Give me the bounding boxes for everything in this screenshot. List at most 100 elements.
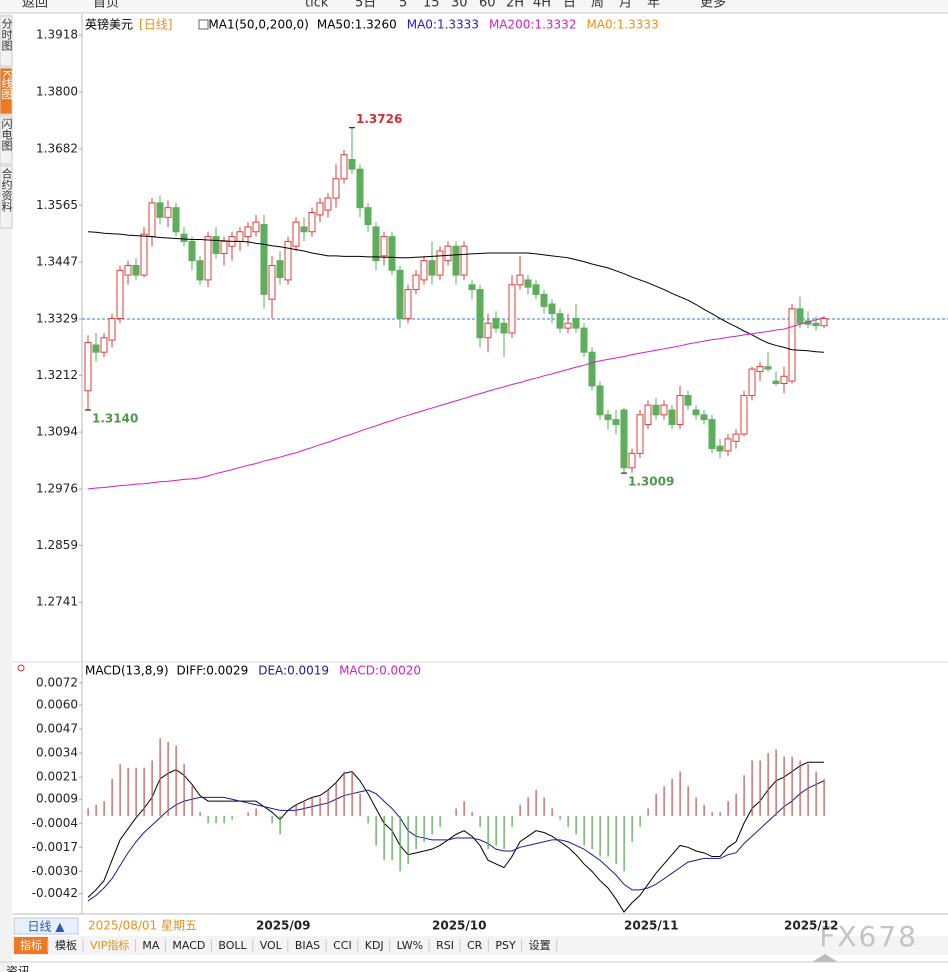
- candle-body: [364, 207, 372, 226]
- watermark: FX678: [819, 920, 918, 953]
- macd-bar: [727, 801, 729, 816]
- tab-bg: [461, 937, 489, 954]
- toolbar-button[interactable]: 60: [479, 0, 496, 11]
- y-tick-label: -0.0042: [32, 886, 78, 900]
- candle-body: [476, 289, 484, 339]
- tab[interactable]: VOL: [260, 939, 283, 952]
- candle-body: [260, 224, 268, 295]
- tab[interactable]: MACD: [172, 939, 205, 952]
- tab[interactable]: 设置: [529, 939, 551, 952]
- macd-bar: [95, 804, 97, 816]
- candle-body: [236, 231, 244, 242]
- candle-body: [348, 159, 356, 170]
- candle-body: [404, 289, 412, 319]
- candle-body: [92, 344, 100, 353]
- candle-body: [620, 409, 628, 469]
- x-tick-label: 2025/12: [784, 919, 838, 933]
- tab[interactable]: 模板: [55, 938, 77, 952]
- candle-body: [532, 284, 540, 295]
- macd-bar: [199, 812, 201, 816]
- tab[interactable]: RSI: [436, 939, 454, 952]
- toolbar-button[interactable]: 首页: [93, 0, 119, 11]
- candle-body: [156, 202, 164, 218]
- tab[interactable]: MA: [142, 939, 159, 952]
- toolbar-button[interactable]: 更多: [700, 0, 726, 11]
- macd-bar: [535, 790, 537, 816]
- candle-body: [420, 260, 428, 281]
- tab[interactable]: VIP指标: [90, 938, 129, 952]
- macd-bar: [695, 797, 697, 816]
- candle-body: [540, 293, 548, 307]
- macd-bar: [167, 741, 169, 816]
- sidebar-tab[interactable]: 分时图: [0, 18, 13, 52]
- indicator-icon: [17, 664, 25, 672]
- tab[interactable]: PSY: [495, 939, 516, 952]
- toolbar-button[interactable]: 15: [423, 0, 440, 11]
- macd-bar: [807, 764, 809, 816]
- candle-body: [340, 154, 348, 180]
- tab[interactable]: 指标: [20, 938, 42, 952]
- y-tick-label: 1.3565: [36, 198, 78, 212]
- sidebar-tab-bg: [0, 15, 13, 67]
- tab[interactable]: KDJ: [365, 939, 384, 952]
- candle-body: [820, 317, 828, 327]
- macd-bar: [759, 760, 761, 816]
- period-button-bg[interactable]: [13, 917, 79, 935]
- macd-bar: [279, 815, 281, 835]
- candle-body: [332, 178, 340, 199]
- macd-bar: [175, 745, 177, 816]
- scroll-handle: [812, 954, 838, 962]
- tab[interactable]: CCI: [333, 939, 352, 952]
- tab[interactable]: LW%: [397, 939, 423, 952]
- candle-body: [508, 284, 516, 334]
- period-button[interactable]: 日线 ▲: [27, 920, 65, 934]
- candle-body: [460, 245, 468, 276]
- candle-body: [500, 322, 508, 334]
- toolbar-button[interactable]: tick: [305, 0, 329, 11]
- y-tick-label: 1.3212: [36, 368, 78, 382]
- tab[interactable]: CR: [467, 939, 483, 952]
- toolbar-button[interactable]: 年: [647, 0, 660, 11]
- sidebar-tab[interactable]: K线图: [0, 70, 13, 100]
- macd-bar: [295, 804, 297, 816]
- macd-bar: [111, 778, 113, 816]
- macd-bar: [615, 815, 617, 864]
- macd-bar: [639, 815, 641, 827]
- candle-body: [212, 236, 220, 254]
- sidebar-tab[interactable]: 合约资料: [0, 167, 13, 213]
- y-tick-label: -0.0017: [32, 840, 78, 854]
- tab-bg: [136, 937, 166, 954]
- tab-bg: [49, 937, 83, 954]
- macd-bar: [703, 804, 705, 816]
- macd-bar: [591, 815, 593, 850]
- toolbar-button[interactable]: 月: [619, 0, 632, 11]
- candle-body: [788, 308, 796, 382]
- macd-bar: [87, 808, 89, 816]
- candle-body: [756, 366, 764, 372]
- tab[interactable]: BIAS: [295, 939, 320, 952]
- y-tick-label: 1.2859: [36, 538, 78, 552]
- y-tick-label: 0.0034: [36, 746, 78, 760]
- candle-body: [100, 337, 108, 353]
- toolbar-button[interactable]: 5日: [355, 0, 376, 11]
- candle-body: [700, 414, 708, 421]
- tab[interactable]: BOLL: [218, 939, 247, 952]
- y-tick-label: 0.0009: [36, 792, 78, 806]
- toolbar-button[interactable]: 2H: [506, 0, 524, 11]
- toolbar-button[interactable]: 日: [563, 0, 576, 11]
- header-label: MA0:1.3333: [407, 18, 479, 32]
- ma-line: [87, 317, 825, 490]
- x-tick-label: 2025/11: [624, 919, 678, 933]
- toolbar-button[interactable]: 周: [591, 0, 604, 11]
- macd-bar: [527, 797, 529, 816]
- sidebar-tab[interactable]: 闪电图: [0, 117, 13, 152]
- toolbar-button[interactable]: 4H: [533, 0, 551, 11]
- toolbar-button[interactable]: 30: [451, 0, 468, 11]
- footer-tab[interactable]: 资讯: [6, 965, 30, 972]
- toolbar-button[interactable]: 5: [399, 0, 407, 11]
- sidebar-tab-bg: [0, 67, 13, 115]
- toolbar-button[interactable]: 返回: [22, 0, 48, 11]
- candle-body: [684, 395, 692, 406]
- macd-bar: [463, 801, 465, 816]
